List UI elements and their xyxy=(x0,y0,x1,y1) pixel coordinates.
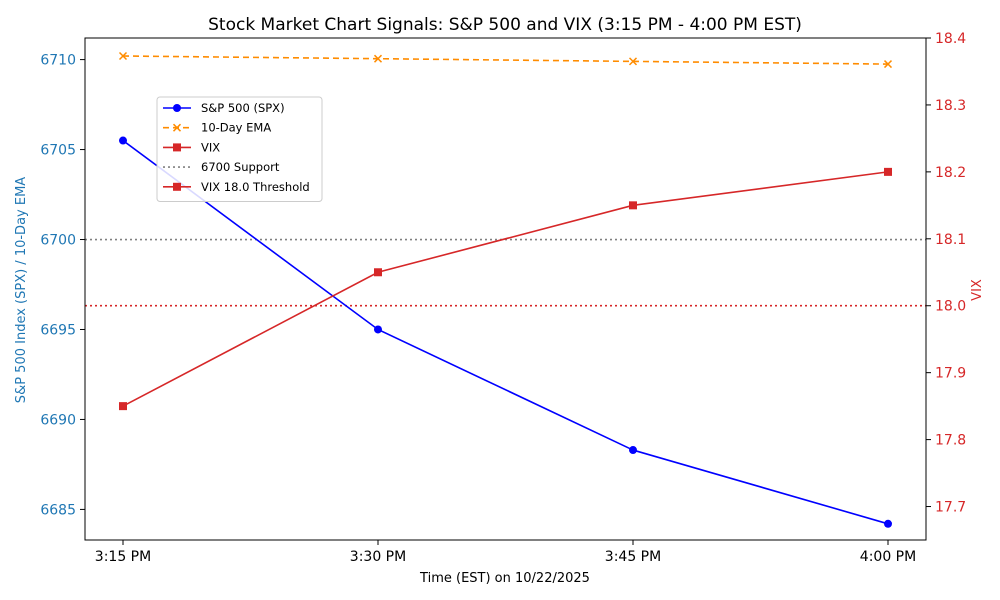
data-point-10-day-ema xyxy=(883,60,893,69)
y-left-tick-label: 6710 xyxy=(40,53,76,69)
y-right-tick-label: 18.3 xyxy=(935,98,966,114)
legend-label: 6700 Support xyxy=(201,160,280,174)
legend-label: 10-Day EMA xyxy=(201,121,271,135)
plot-frame xyxy=(84,37,927,541)
legend-label: S&P 500 (SPX) xyxy=(201,101,285,115)
series-s-p-500-spx xyxy=(119,136,892,528)
y-right-tick-label: 17.8 xyxy=(935,433,966,449)
y-right-tick-label: 17.9 xyxy=(935,366,966,382)
legend: S&P 500 (SPX) 10-Day EMA VIX 6700 Support VI… xyxy=(156,96,323,202)
data-point-s-p-500-spx xyxy=(629,446,637,455)
y-right-tick-label: 18.1 xyxy=(935,232,966,248)
data-point-10-day-ema xyxy=(118,51,128,61)
series-10-day-ema xyxy=(118,51,893,69)
series-line-s-p-500-spx xyxy=(122,139,889,525)
y-right-tick-label: 17.7 xyxy=(935,500,966,516)
legend-marker xyxy=(173,104,181,112)
y-left-tick-label: 6705 xyxy=(40,143,76,159)
x-tick-label: 3:30 PM xyxy=(350,549,406,565)
data-point-s-p-500-spx xyxy=(884,519,892,528)
data-point-vix xyxy=(629,201,637,210)
axes: 3:15 PM 3:30 PM 3:45 PM 4:00 PM 6685 6690 6695… xyxy=(40,31,966,565)
legend-marker xyxy=(173,143,181,152)
x-tick-label: 3:45 PM xyxy=(605,549,661,565)
legend-entry-vix: VIX xyxy=(163,140,220,154)
data-point-10-day-ema xyxy=(373,54,383,63)
y-left-tick-label: 6685 xyxy=(40,502,76,518)
y-left-tick-label: 6700 xyxy=(40,233,76,249)
data-point-10-day-ema xyxy=(628,57,638,66)
data-point-vix xyxy=(374,268,382,277)
legend-entry-vix-18-0-threshold: VIX 18.0 Threshold xyxy=(163,180,310,194)
x-tick-label: 3:15 PM xyxy=(95,549,151,565)
legend-entry-s-p-500-spx: S&P 500 (SPX) xyxy=(163,101,285,115)
y-left-tick-label: 6690 xyxy=(40,412,76,428)
legend-box xyxy=(156,96,323,202)
legend-label: VIX xyxy=(201,140,220,154)
y-axis-right-label: VIX xyxy=(970,279,985,301)
y-axis-left-label: S&P 500 Index (SPX) / 10-Day EMA xyxy=(14,177,29,403)
legend-entry-10-day-ema: 10-Day EMA xyxy=(163,121,271,135)
data-point-s-p-500-spx xyxy=(374,325,382,334)
y-right-tick-label: 18.0 xyxy=(935,299,966,315)
series-vix xyxy=(119,167,892,411)
series-layer xyxy=(118,51,893,528)
legend-marker xyxy=(173,182,181,191)
y-left-tick-label: 6695 xyxy=(40,322,76,338)
x-axis-label: Time (EST) on 10/22/2025 xyxy=(419,571,590,586)
chart-title: Stock Market Chart Signals: S&P 500 and … xyxy=(208,15,802,35)
series-line-vix xyxy=(122,171,889,407)
y-right-tick-label: 18.2 xyxy=(935,165,966,181)
reference-lines xyxy=(85,238,926,307)
legend-marker xyxy=(172,123,182,132)
series-line-10-day-ema xyxy=(122,55,889,65)
y-right-tick-label: 18.4 xyxy=(935,31,966,47)
legend-entry-6700-support: 6700 Support xyxy=(163,160,280,174)
x-tick-label: 4:00 PM xyxy=(860,549,916,565)
data-point-vix xyxy=(884,167,892,176)
data-point-vix xyxy=(119,402,127,411)
legend-label: VIX 18.0 Threshold xyxy=(201,180,310,194)
data-point-s-p-500-spx xyxy=(119,136,127,145)
